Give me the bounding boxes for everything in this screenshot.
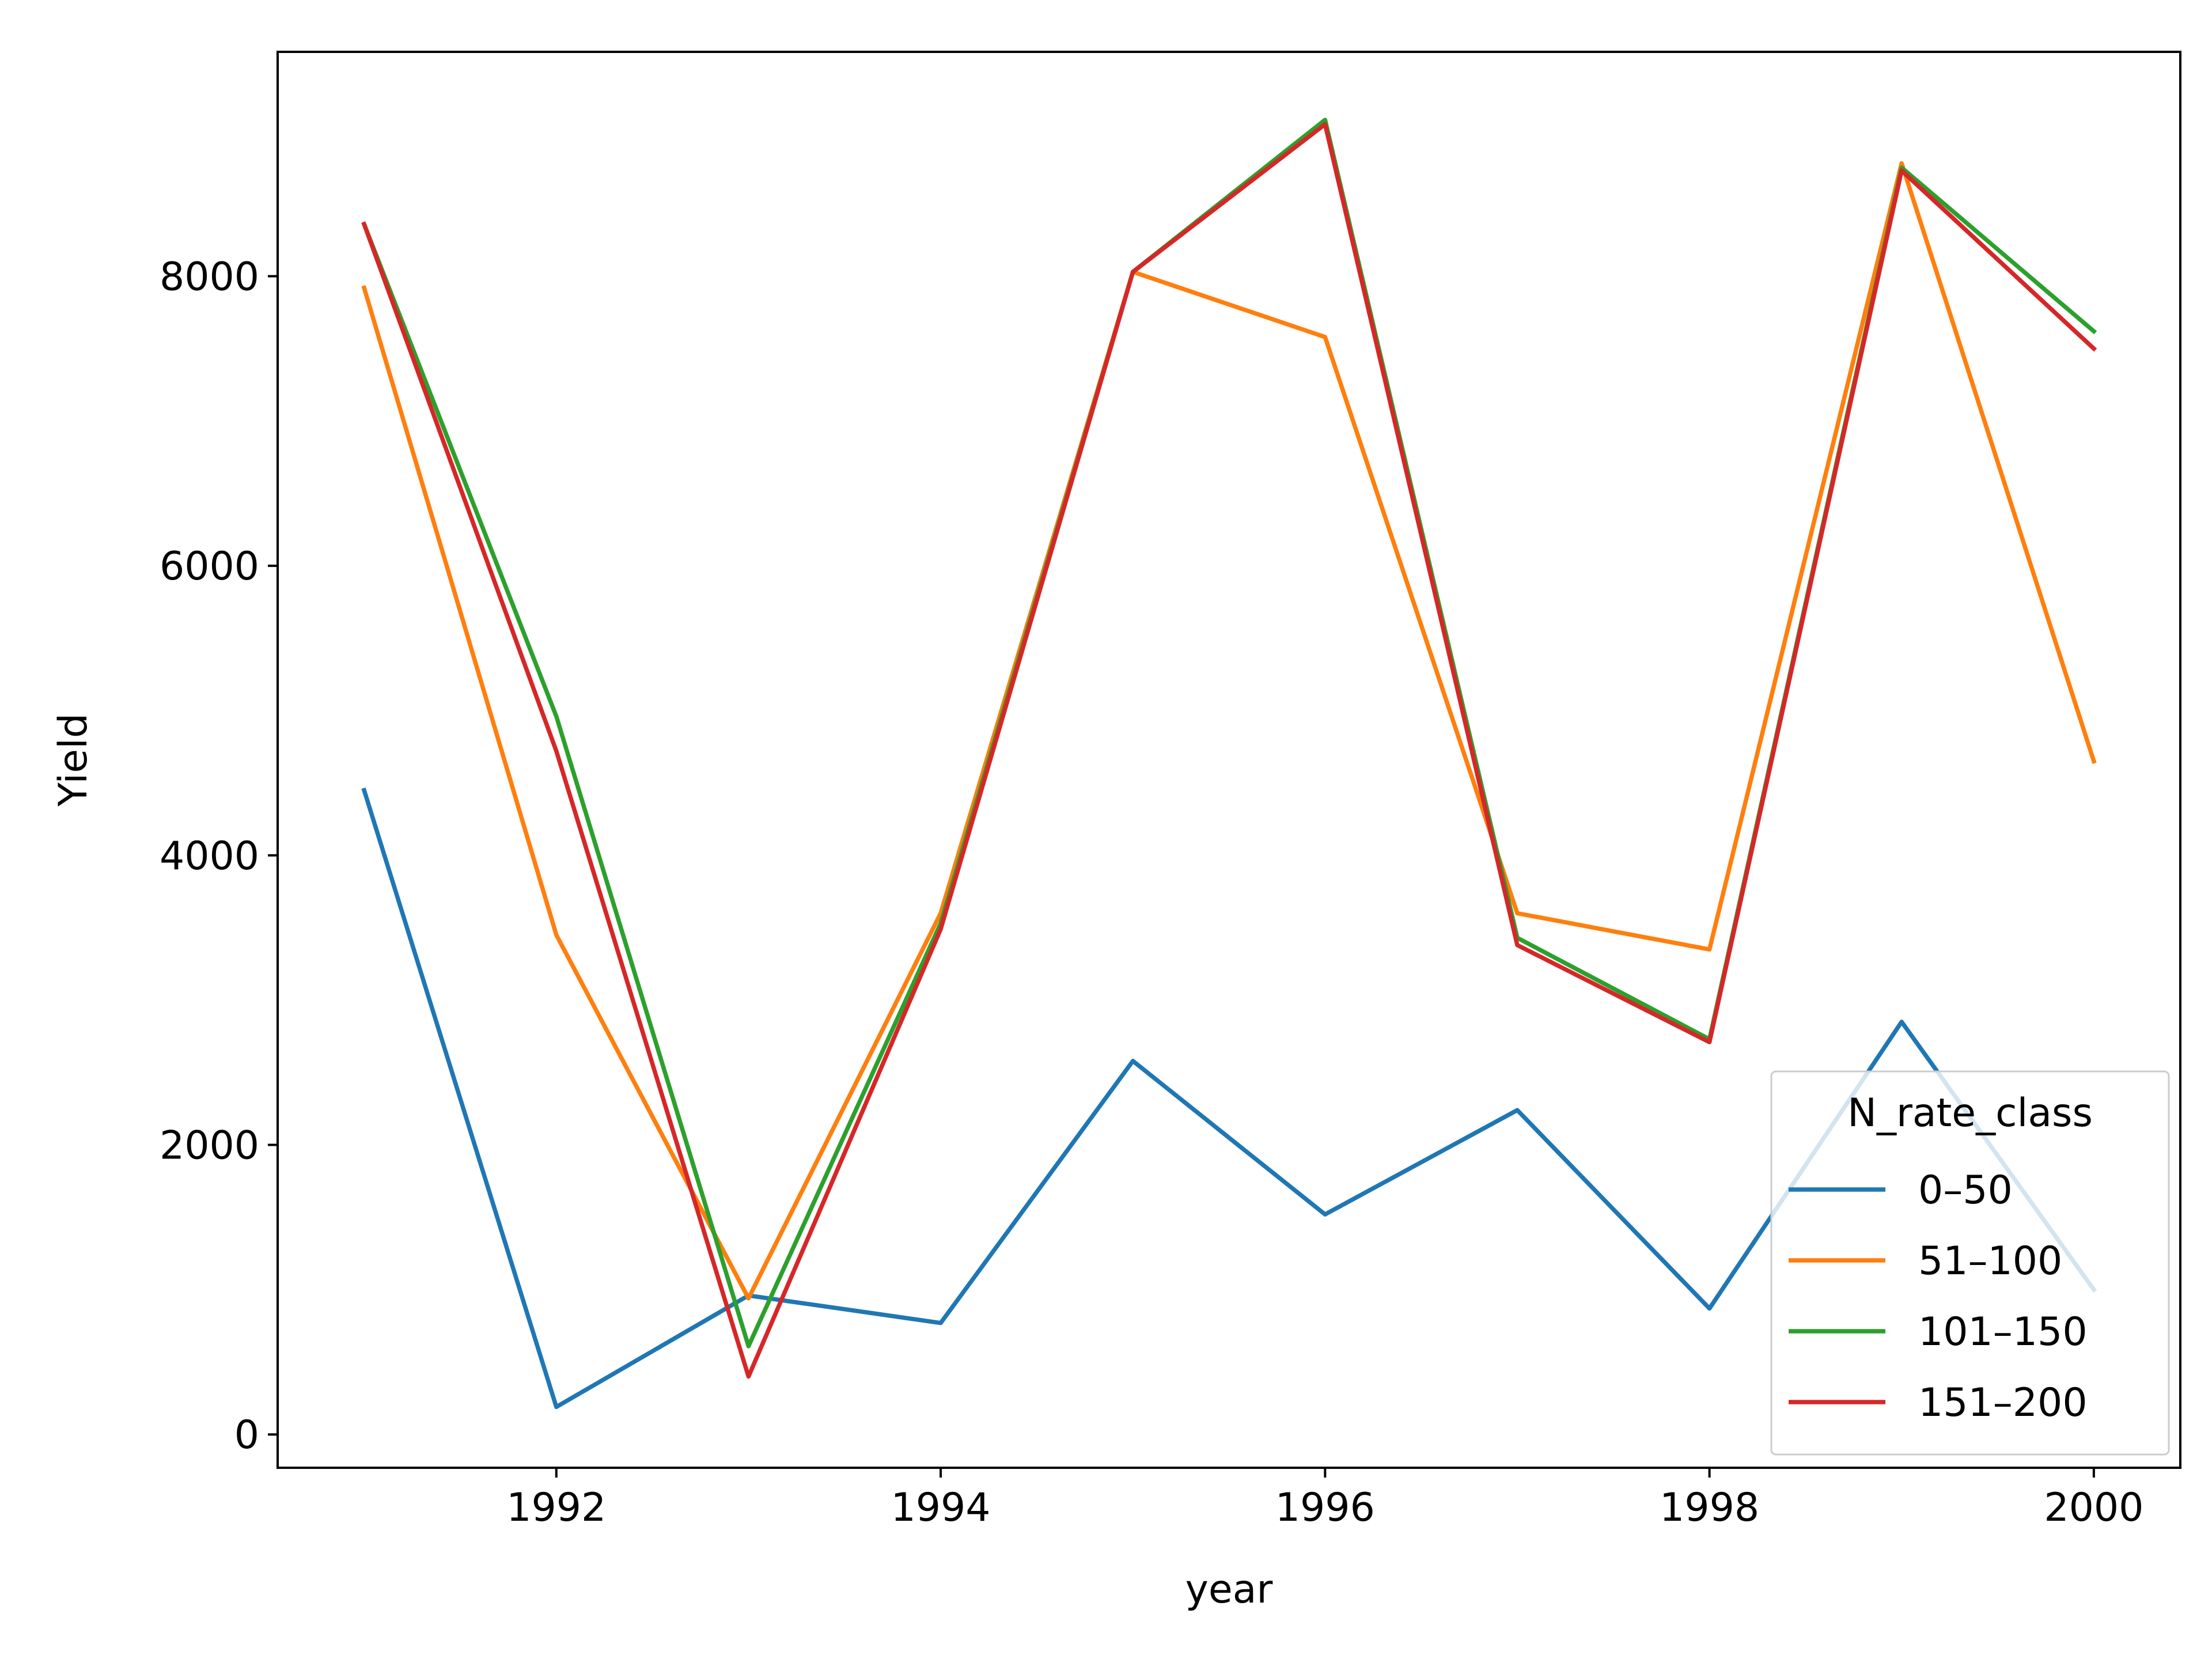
y-axis: 0 2000 4000 6000 8000 bbox=[160, 255, 278, 1458]
x-axis: 1992 1994 1996 1998 2000 bbox=[506, 1468, 2143, 1531]
x-tick-label: 2000 bbox=[2044, 1485, 2143, 1531]
legend-label-1: 0–50 bbox=[1918, 1168, 2013, 1213]
series-line-4 bbox=[361, 122, 2097, 1379]
x-axis-title: year bbox=[1185, 1567, 1273, 1612]
legend-box bbox=[1770, 1070, 2170, 1456]
x-tick-label: 1994 bbox=[891, 1485, 991, 1531]
series-line-2 bbox=[361, 161, 2097, 1301]
y-axis-title: Yield bbox=[51, 713, 96, 807]
legend-title: N_rate_class bbox=[1847, 1090, 2093, 1136]
y-tick-label: 6000 bbox=[160, 544, 259, 589]
legend: N_rate_class 0–50 51–100 101–150 151–200 bbox=[1770, 1070, 2170, 1456]
legend-label-4: 151–200 bbox=[1918, 1380, 2088, 1426]
y-tick-label: 8000 bbox=[160, 255, 259, 300]
legend-label-3: 101–150 bbox=[1918, 1309, 2088, 1355]
y-tick-label: 0 bbox=[234, 1412, 259, 1458]
plot-frame bbox=[276, 51, 2181, 1469]
x-tick-label: 1992 bbox=[506, 1485, 606, 1531]
x-tick-label: 1996 bbox=[1275, 1485, 1375, 1531]
y-tick-label: 4000 bbox=[160, 834, 259, 879]
legend-label-2: 51–100 bbox=[1918, 1238, 2062, 1284]
y-tick-label: 2000 bbox=[160, 1123, 259, 1169]
legend-items: 0–50 51–100 101–150 151–200 bbox=[1789, 1168, 2088, 1426]
x-tick-label: 1998 bbox=[1660, 1485, 1759, 1531]
